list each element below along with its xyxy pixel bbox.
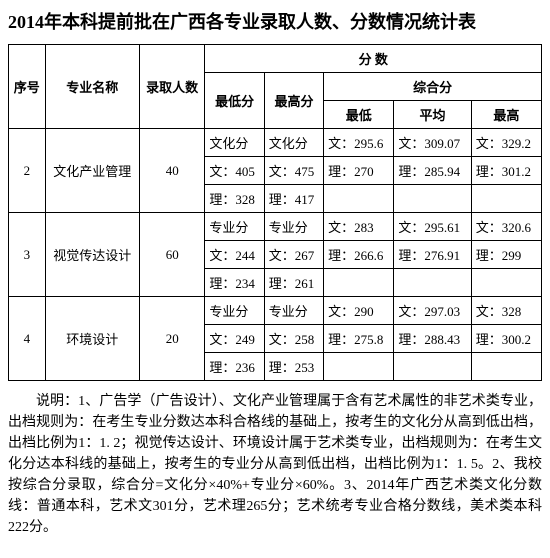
- cell-count: 40: [139, 129, 204, 213]
- cell-count: 60: [139, 213, 204, 297]
- col-min: 最低分: [205, 73, 264, 129]
- cell-max: 理：261: [264, 269, 323, 297]
- cell-cmax: [471, 353, 541, 381]
- cell-major: 环境设计: [45, 297, 139, 381]
- cell-cmax: 文：328: [471, 297, 541, 325]
- cell-min: 专业分: [205, 213, 264, 241]
- cell-cmax: 理：301.2: [471, 157, 541, 185]
- cell-cmin: 文：290: [324, 297, 394, 325]
- col-count: 录取人数: [139, 45, 204, 129]
- cell-max: 文化分: [264, 129, 323, 157]
- cell-cmin: 理：270: [324, 157, 394, 185]
- cell-max: 文：267: [264, 241, 323, 269]
- cell-max: 专业分: [264, 213, 323, 241]
- cell-cavg: [394, 353, 471, 381]
- cell-min: 专业分: [205, 297, 264, 325]
- cell-min: 文：405: [205, 157, 264, 185]
- cell-cavg: 理：285.94: [394, 157, 471, 185]
- cell-cmax: 文：320.6: [471, 213, 541, 241]
- cell-min: 文：249: [205, 325, 264, 353]
- page-title: 2014年本科提前批在广西各专业录取人数、分数情况统计表: [8, 8, 542, 34]
- cell-cmin: [324, 353, 394, 381]
- cell-max: 专业分: [264, 297, 323, 325]
- cell-max: 理：417: [264, 185, 323, 213]
- cell-max: 文：475: [264, 157, 323, 185]
- cell-max: 文：258: [264, 325, 323, 353]
- col-max: 最高分: [264, 73, 323, 129]
- cell-max: 理：253: [264, 353, 323, 381]
- header-row-1: 序号 专业名称 录取人数 分 数: [9, 45, 542, 73]
- cell-cmin: [324, 185, 394, 213]
- stats-table: 序号 专业名称 录取人数 分 数 最低分 最高分 综合分 最低 平均 最高 2文…: [8, 44, 542, 381]
- table-row: 4环境设计20专业分专业分文：290文：297.03文：328: [9, 297, 542, 325]
- cell-cmin: [324, 269, 394, 297]
- col-scores: 分 数: [205, 45, 542, 73]
- cell-cavg: [394, 269, 471, 297]
- cell-cavg: 理：276.91: [394, 241, 471, 269]
- cell-min: 理：328: [205, 185, 264, 213]
- notes-text: 说明：1、广告学（广告设计）、文化产业管理属于含有艺术属性的非艺术类专业，出档规…: [8, 391, 542, 538]
- cell-cmax: 理：299: [471, 241, 541, 269]
- col-major: 专业名称: [45, 45, 139, 129]
- table-row: 3视觉传达设计60专业分专业分文：283文：295.61文：320.6: [9, 213, 542, 241]
- cell-count: 20: [139, 297, 204, 381]
- col-comp-min: 最低: [324, 101, 394, 129]
- cell-seq: 3: [9, 213, 46, 297]
- cell-major: 视觉传达设计: [45, 213, 139, 297]
- cell-cavg: 文：295.61: [394, 213, 471, 241]
- cell-seq: 4: [9, 297, 46, 381]
- cell-cmin: 文：283: [324, 213, 394, 241]
- col-comp-avg: 平均: [394, 101, 471, 129]
- cell-major: 文化产业管理: [45, 129, 139, 213]
- cell-cmax: 理：300.2: [471, 325, 541, 353]
- cell-cmin: 理：266.6: [324, 241, 394, 269]
- cell-cavg: 文：297.03: [394, 297, 471, 325]
- cell-cavg: 文：309.07: [394, 129, 471, 157]
- cell-min: 理：234: [205, 269, 264, 297]
- col-composite: 综合分: [324, 73, 542, 101]
- cell-seq: 2: [9, 129, 46, 213]
- cell-cavg: 理：288.43: [394, 325, 471, 353]
- cell-cmax: [471, 185, 541, 213]
- col-comp-max: 最高: [471, 101, 541, 129]
- cell-cmin: 理：275.8: [324, 325, 394, 353]
- table-row: 2文化产业管理40文化分文化分文：295.6文：309.07文：329.2: [9, 129, 542, 157]
- cell-cavg: [394, 185, 471, 213]
- cell-min: 文：244: [205, 241, 264, 269]
- cell-min: 文化分: [205, 129, 264, 157]
- cell-cmax: 文：329.2: [471, 129, 541, 157]
- cell-min: 理：236: [205, 353, 264, 381]
- cell-cmin: 文：295.6: [324, 129, 394, 157]
- col-seq: 序号: [9, 45, 46, 129]
- cell-cmax: [471, 269, 541, 297]
